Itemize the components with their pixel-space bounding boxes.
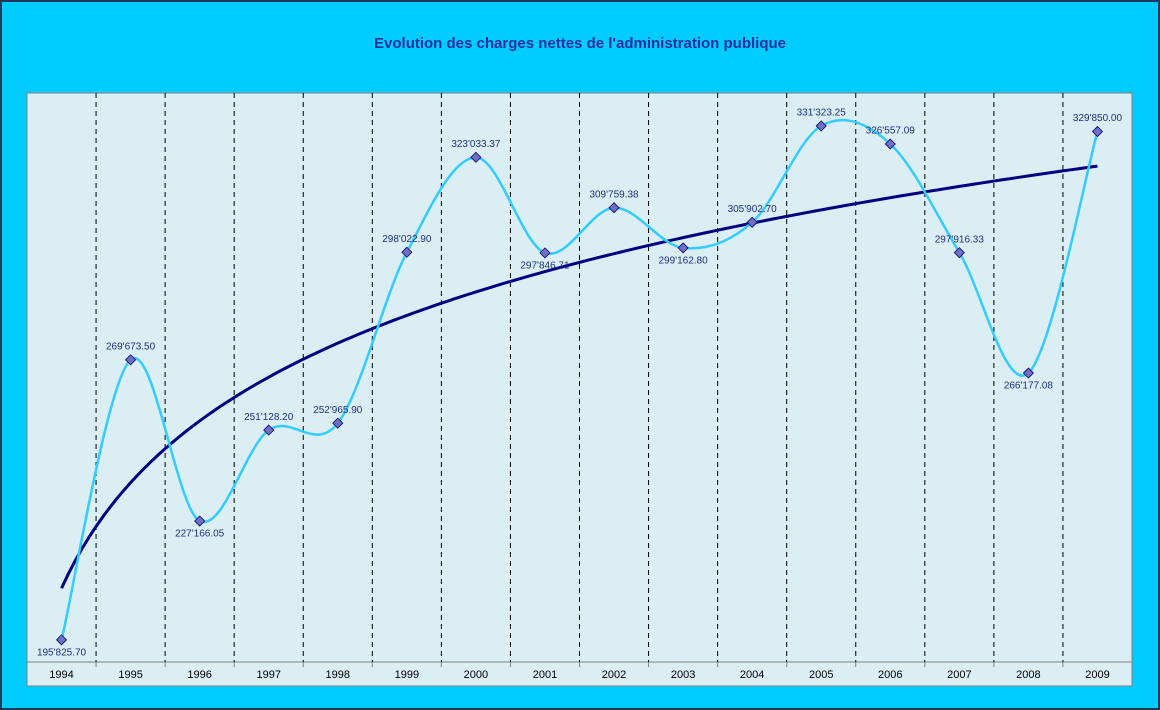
marker xyxy=(677,242,689,254)
x-tick-label: 2004 xyxy=(740,669,764,681)
data-label: 252'965.90 xyxy=(313,405,363,416)
data-label: 195'825.70 xyxy=(37,648,87,659)
x-tick-label: 1995 xyxy=(118,669,142,681)
marker xyxy=(263,424,275,436)
x-tick-label: 2000 xyxy=(464,669,488,681)
data-label: 298'022.90 xyxy=(382,234,432,245)
x-tick-label: 2007 xyxy=(947,669,971,681)
x-tick-label: 2006 xyxy=(878,669,902,681)
x-tick-label: 2001 xyxy=(533,669,557,681)
marker xyxy=(194,515,206,527)
data-label: 251'128.20 xyxy=(244,412,294,423)
data-label: 326'557.09 xyxy=(866,126,916,137)
data-label: 323'033.37 xyxy=(451,139,501,150)
marker xyxy=(401,246,413,258)
marker xyxy=(332,417,344,429)
x-tick-label: 1996 xyxy=(187,669,211,681)
marker xyxy=(884,138,896,150)
chart-title: Evolution des charges nettes de l'admini… xyxy=(374,35,786,52)
data-label: 266'177.08 xyxy=(1004,381,1054,392)
x-tick-label: 2002 xyxy=(602,669,626,681)
marker xyxy=(55,634,68,646)
data-label: 269'673.50 xyxy=(106,341,156,352)
x-tick-label: 2005 xyxy=(809,669,833,681)
data-label: 305'902.70 xyxy=(728,204,778,215)
marker xyxy=(815,120,827,132)
marker xyxy=(470,151,482,163)
x-tick-label: 1997 xyxy=(256,669,280,681)
data-label: 297'846.71 xyxy=(520,261,570,272)
x-tick-label: 2008 xyxy=(1016,669,1040,681)
marker xyxy=(953,247,965,259)
marker xyxy=(608,202,620,214)
marker xyxy=(746,216,758,228)
x-tick-label: 2003 xyxy=(671,669,695,681)
marker xyxy=(125,354,137,366)
x-tick-label: 1999 xyxy=(395,669,419,681)
marker xyxy=(539,247,551,259)
data-label: 297'916.33 xyxy=(935,234,985,245)
data-label: 309'759.38 xyxy=(589,189,639,200)
x-tick-label: 1994 xyxy=(49,669,73,681)
data-label: 329'850.00 xyxy=(1073,113,1123,124)
x-tick-label: 1998 xyxy=(326,669,350,681)
data-label: 227'166.05 xyxy=(175,529,225,540)
data-label: 299'162.80 xyxy=(659,256,709,267)
marker xyxy=(1091,125,1104,138)
data-label: 331'323.25 xyxy=(797,108,847,119)
x-tick-label: 2009 xyxy=(1085,669,1109,681)
marker xyxy=(1022,367,1034,379)
